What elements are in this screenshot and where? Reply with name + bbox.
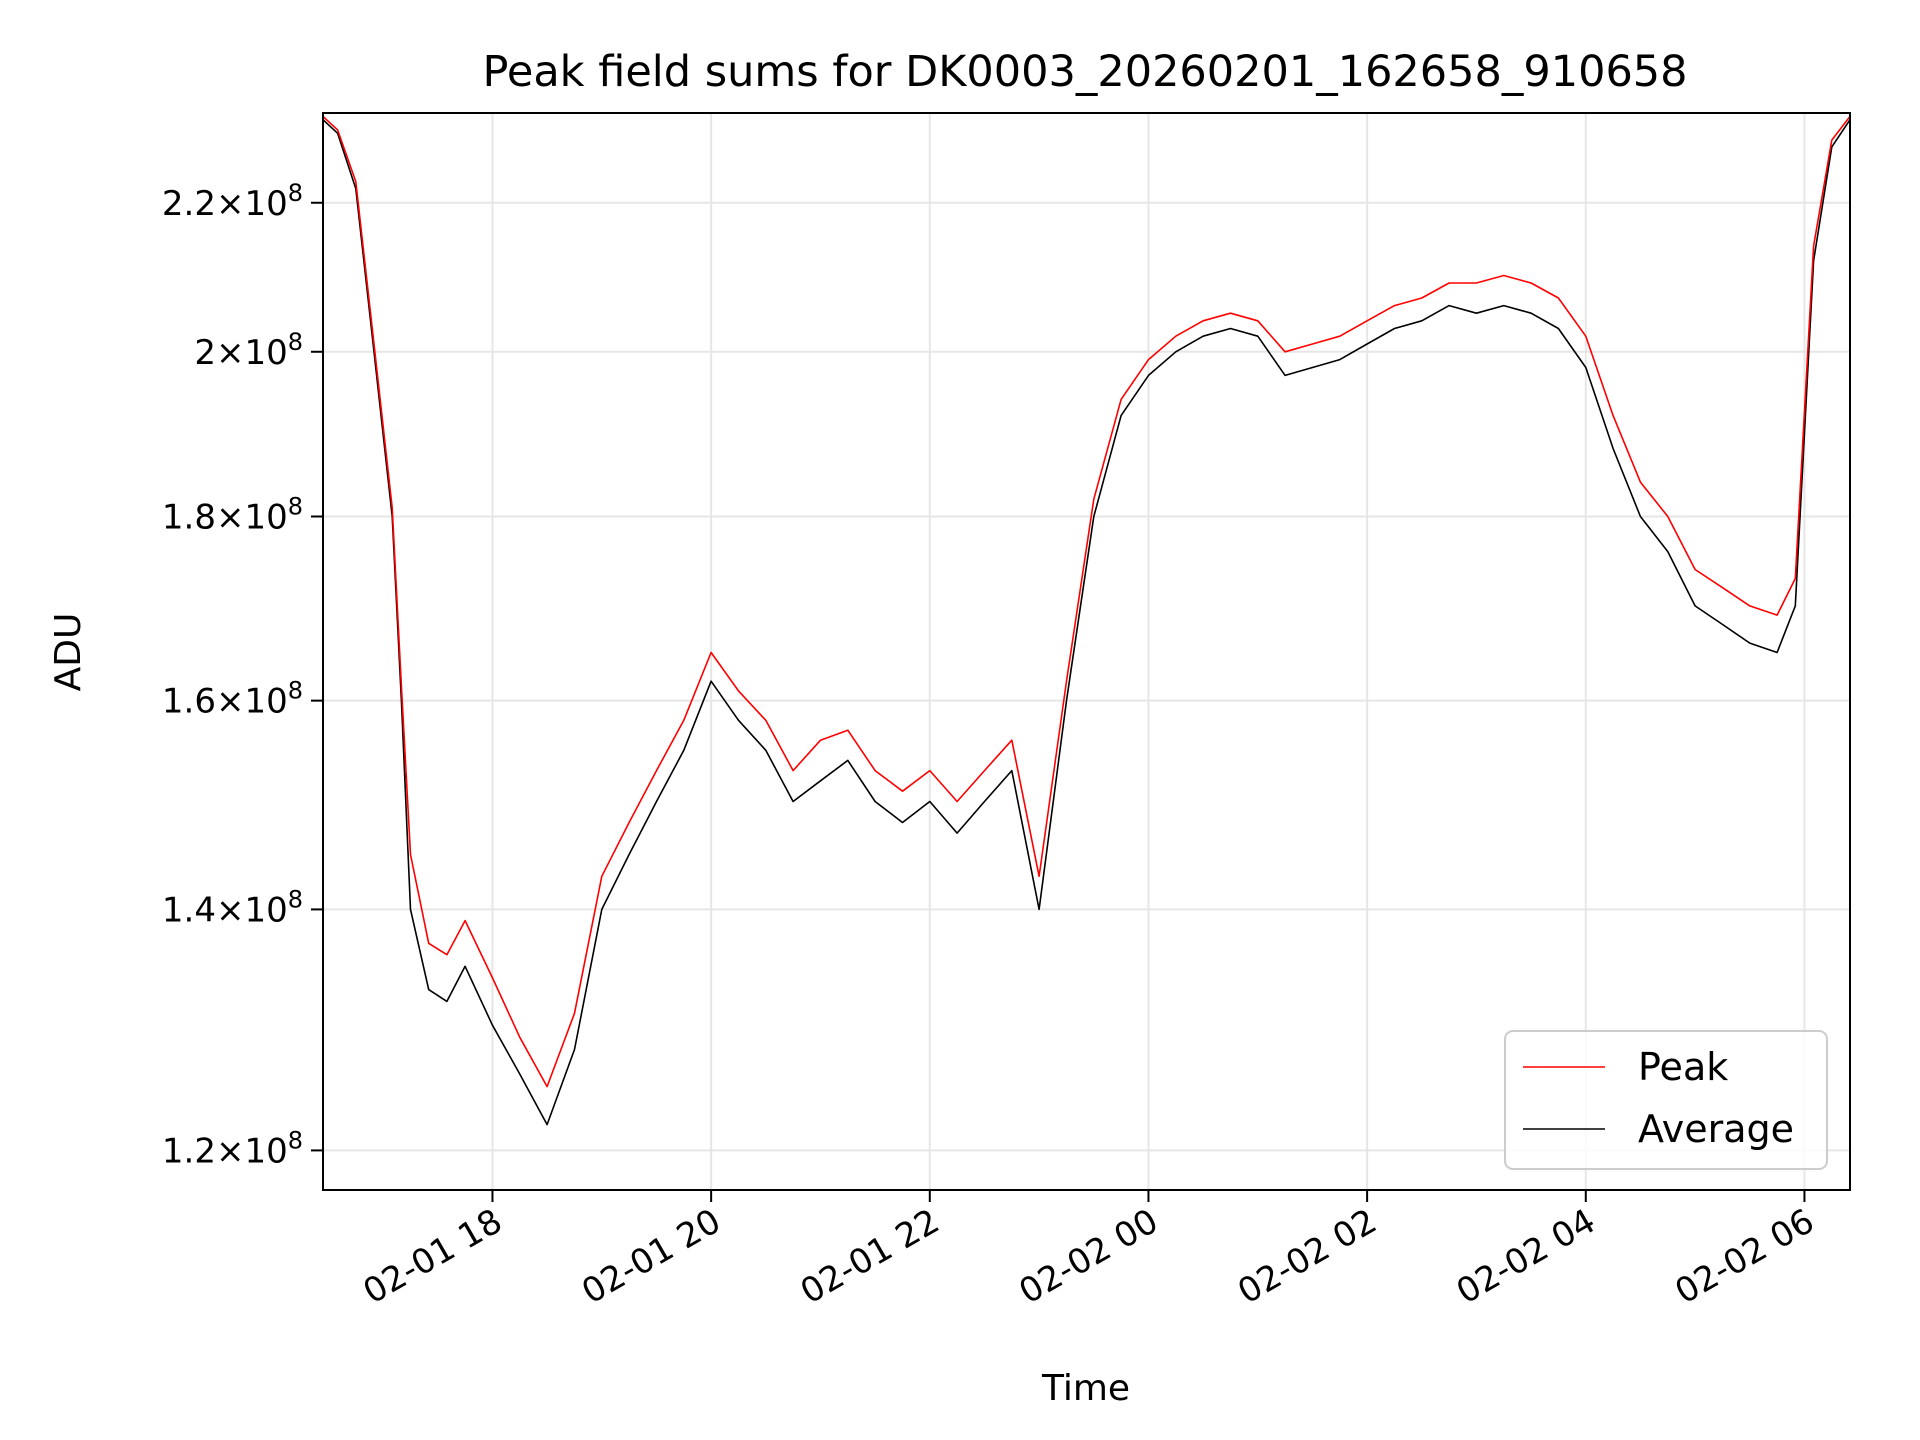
y-axis: 1.2×108 1.4×108 1.6×108 1.8×108 2×108 2.2×108: [162, 179, 323, 1171]
grid: [323, 113, 1850, 1190]
y-tick-label: 2×108: [194, 328, 303, 373]
y-tick-label: 1.4×108: [162, 885, 303, 930]
legend-label-peak: Peak: [1638, 1045, 1728, 1089]
series-line-peak: [322, 115, 1851, 1088]
y-axis-label: ADU: [48, 613, 89, 692]
x-axis-label: Time: [1041, 1368, 1130, 1409]
series-lines: [322, 115, 1851, 1126]
legend-label-average: Average: [1638, 1107, 1794, 1151]
y-tick-label: 2.2×108: [162, 179, 303, 224]
series-line-average: [322, 119, 1851, 1126]
y-tick-label: 1.6×108: [162, 677, 303, 722]
y-tick-label: 1.8×108: [162, 492, 303, 537]
legend-box: [1504, 1030, 1828, 1170]
chart-title: Peak field sums for DK0003_20260201_1626…: [482, 47, 1687, 97]
legend: Peak Average: [1504, 1030, 1828, 1170]
plot-frame: [322, 112, 1851, 1191]
y-tick-label: 1.2×108: [162, 1126, 303, 1171]
